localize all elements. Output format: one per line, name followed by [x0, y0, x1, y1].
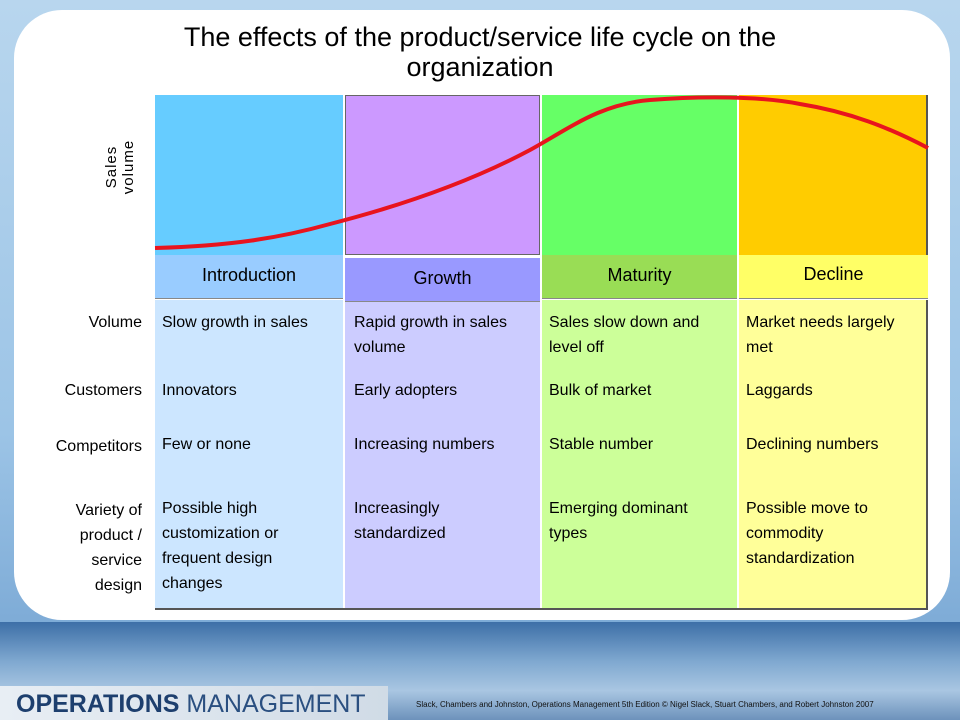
y-axis-label: Sales volume	[103, 139, 137, 195]
stage-cell: Slow growth in sales	[162, 314, 308, 331]
stage-cell: Stable number	[549, 436, 654, 453]
stage-cell: Few or none	[162, 436, 251, 453]
stage-name: Growth	[345, 258, 540, 302]
stage-cell: Possible high customization or frequent …	[162, 500, 279, 592]
stage-cell: Market needs largely met	[746, 314, 895, 356]
panel-decline	[739, 95, 928, 255]
row-label: Competitors	[55, 438, 142, 455]
panel-maturity	[542, 95, 737, 255]
stage-cell: Increasing numbers	[354, 436, 495, 453]
citation: Slack, Chambers and Johnston, Operations…	[416, 700, 874, 709]
stage-cell: Sales slow down and level off	[549, 314, 700, 356]
stage-name: Decline	[739, 255, 928, 299]
logo-bold: OPERATIONS	[16, 690, 180, 718]
stage-cell: Declining numbers	[746, 436, 879, 453]
baseline	[155, 608, 928, 610]
row-label: Volume	[88, 314, 142, 331]
stage-cell: Rapid growth in sales volume	[354, 314, 507, 356]
stage-cell: Innovators	[162, 382, 237, 399]
stage-cell: Laggards	[746, 382, 813, 399]
stage-cell: Emerging dominant types	[549, 500, 688, 542]
row-label: Variety of product / service design	[75, 502, 142, 594]
logo: OPERATIONS MANAGEMENT	[0, 686, 388, 720]
panel-growth	[345, 95, 540, 255]
stage-name: Maturity	[542, 255, 737, 299]
sales-curve	[154, 95, 929, 250]
row-label: Customers	[64, 382, 142, 399]
stage-cell: Increasingly standardized	[354, 500, 446, 542]
stage-cell: Early adopters	[354, 382, 458, 399]
column-growth	[345, 300, 540, 610]
stage-cell: Bulk of market	[549, 382, 652, 399]
column-decline	[739, 300, 928, 610]
stage-name: Introduction	[155, 255, 343, 299]
column-intro	[155, 300, 343, 610]
title: The effects of the product/service life …	[183, 22, 777, 82]
stage-cell: Possible move to commodity standardizati…	[746, 500, 868, 567]
logo-light: MANAGEMENT	[186, 690, 366, 718]
column-maturity	[542, 300, 737, 610]
